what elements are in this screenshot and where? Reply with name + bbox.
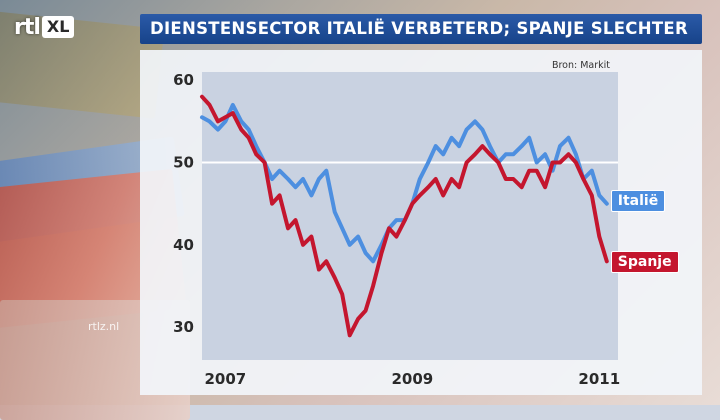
logo-text-rtl: rtl: [14, 14, 41, 40]
y-tick-label: 60: [173, 71, 194, 89]
channel-logo: rtl XL: [14, 14, 75, 40]
watermark-text: rtlz.nl: [88, 320, 120, 333]
x-tick-label: 2007: [204, 370, 246, 388]
legend-label-spanje: Spanje: [610, 251, 679, 274]
source-label: Bron: Markit: [552, 60, 610, 71]
plot-area: [202, 72, 618, 360]
logo-text-xl: XL: [41, 16, 75, 38]
chart-panel: 60 50 40 30 2007 2009 2011 Bron: Markit Itali…: [140, 50, 702, 395]
line-chart: 60 50 40 30 2007 2009 2011 Bron: Markit: [173, 60, 620, 388]
y-tick-label: 50: [173, 154, 194, 172]
title-banner: DIENSTENSECTOR ITALIË VERBETERD; SPANJE …: [140, 14, 702, 44]
x-tick-label: 2011: [578, 370, 620, 388]
series-line-spanje: [200, 94, 609, 338]
x-tick-label: 2009: [391, 370, 433, 388]
legend-label-italie: Italië: [610, 189, 666, 212]
y-tick-label: 30: [173, 318, 194, 336]
y-tick-label: 40: [173, 236, 194, 254]
chart-title: DIENSTENSECTOR ITALIË VERBETERD; SPANJE …: [150, 19, 688, 38]
